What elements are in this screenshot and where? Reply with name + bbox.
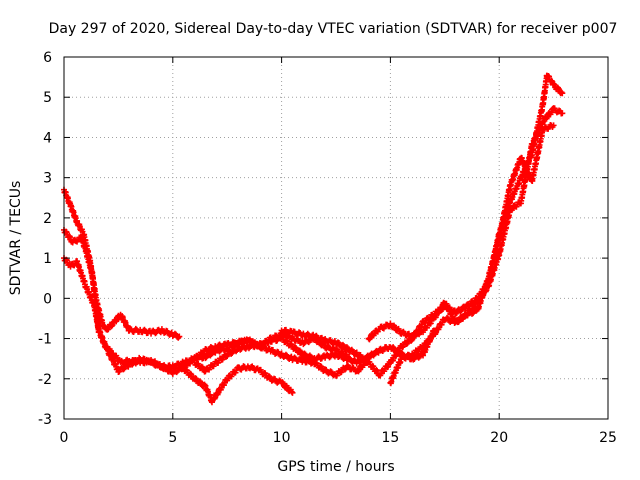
data-point	[282, 351, 289, 358]
data-point	[339, 341, 346, 348]
data-point	[175, 334, 182, 341]
data-point	[120, 366, 127, 373]
data-point	[300, 341, 307, 348]
data-point	[187, 370, 194, 377]
y-tick-label: -2	[38, 372, 52, 388]
data-point	[176, 333, 183, 340]
y-tick-label: 2	[43, 211, 52, 227]
x-tick-labels: 0 5 10 15 20 25	[60, 430, 617, 446]
data-point	[343, 344, 350, 351]
data-point	[326, 354, 333, 361]
data-point	[346, 354, 353, 361]
data-point	[415, 354, 422, 361]
data-point	[288, 388, 295, 395]
data-point	[152, 330, 159, 337]
y-tick-label: 1	[43, 251, 52, 267]
data-point	[559, 90, 566, 97]
data-point	[449, 316, 456, 323]
y-tick-label: 4	[43, 130, 52, 146]
x-tick-label: 20	[490, 430, 508, 446]
data-point	[353, 349, 360, 356]
data-point	[403, 340, 410, 347]
data-point	[550, 80, 557, 87]
data-point	[289, 389, 296, 396]
data-point	[108, 323, 115, 330]
y-tick-label: 3	[43, 171, 52, 187]
data-point	[559, 110, 566, 117]
data-points	[61, 72, 566, 406]
y-tick-label: -3	[38, 412, 52, 428]
tick-marks	[63, 56, 609, 420]
data-point	[171, 330, 178, 337]
data-point	[558, 89, 565, 96]
data-point	[304, 330, 311, 337]
x-tick-label: 0	[60, 430, 69, 446]
data-point	[462, 305, 469, 312]
data-point	[390, 344, 397, 351]
data-point	[327, 368, 334, 375]
y-tick-label: 5	[43, 90, 52, 106]
data-point	[296, 347, 303, 354]
data-point	[197, 378, 203, 385]
series-trace-d	[180, 363, 296, 406]
y-axis-label: SDTVAR / TECUs	[8, 181, 24, 296]
data-point	[218, 344, 225, 351]
data-point	[375, 349, 382, 356]
chart-title: Day 297 of 2020, Sidereal Day-to-day VTE…	[49, 21, 618, 37]
y-tick-label: 6	[43, 50, 52, 66]
data-point	[301, 350, 308, 357]
x-axis-label: GPS time / hours	[277, 459, 394, 475]
data-point	[228, 350, 235, 357]
x-tick-label: 25	[599, 430, 617, 446]
data-point	[202, 355, 209, 362]
data-point	[149, 358, 156, 365]
x-tick-label: 10	[273, 430, 291, 446]
y-tick-label: 0	[43, 291, 52, 307]
data-point	[212, 349, 219, 356]
x-tick-label: 5	[168, 430, 177, 446]
x-tick-label: 15	[381, 430, 399, 446]
y-tick-labels: -3 -2 -1 0 1 2 3 4 5 6	[38, 50, 52, 428]
series-trace-h	[387, 122, 557, 387]
y-tick-label: -1	[38, 332, 52, 348]
data-point	[342, 366, 349, 373]
grid-lines	[64, 57, 608, 419]
data-point	[125, 363, 132, 370]
series-trace-c	[61, 255, 372, 379]
data-point	[550, 122, 557, 129]
data-point	[237, 346, 244, 353]
plot-frame	[63, 56, 609, 420]
data-point	[291, 354, 298, 361]
